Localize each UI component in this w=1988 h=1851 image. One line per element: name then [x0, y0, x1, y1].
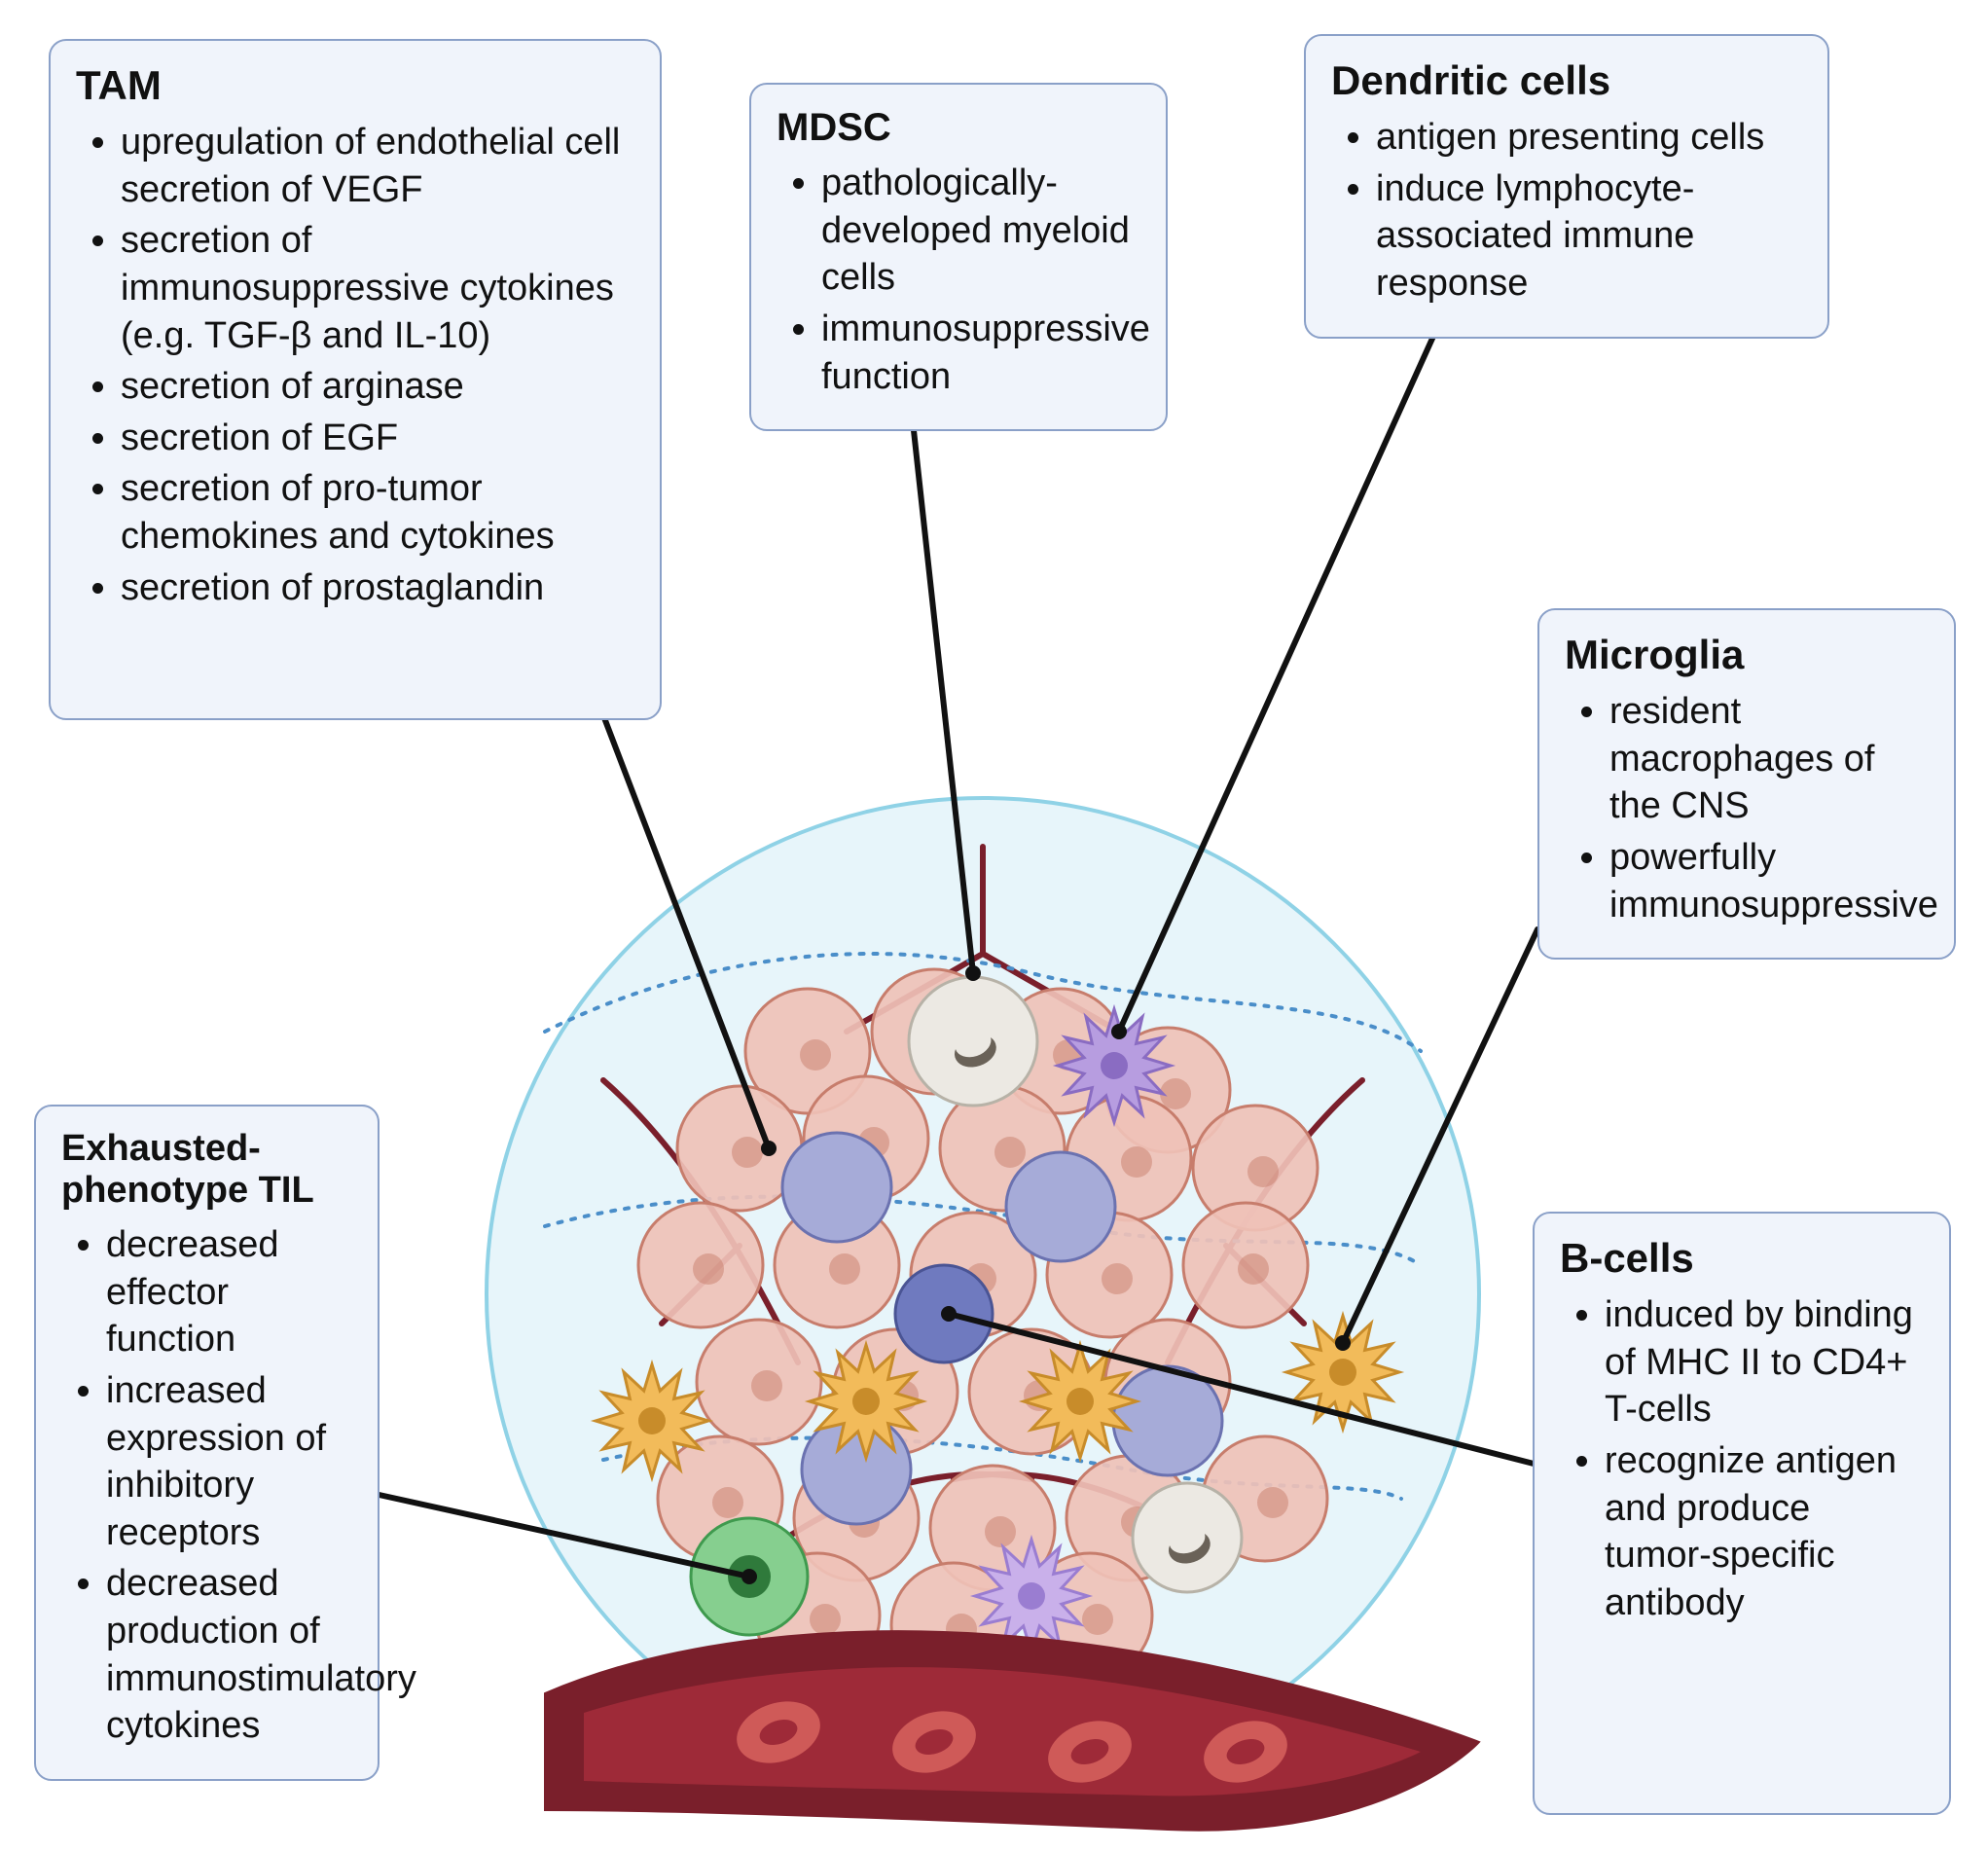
bullet-item: increased expression of inhibitory recep…: [106, 1367, 352, 1557]
bullet-item: recognize antigen and produce tumor-spec…: [1605, 1437, 1924, 1627]
card-dendritic: Dendritic cells antigen presenting cellsi…: [1304, 34, 1829, 339]
bullet-item: decreased effector function: [106, 1221, 352, 1363]
blood-vessel: [545, 1631, 1479, 1830]
bullet-item: secretion of EGF: [121, 415, 634, 462]
card-mdsc: MDSC pathologically-developed myeloid cel…: [749, 83, 1168, 431]
card-title: TAM: [76, 62, 634, 109]
mdsc-cell: [1133, 1483, 1242, 1592]
card-microglia: Microglia resident macrophages of the CN…: [1537, 608, 1956, 960]
card-bullets: resident macrophages of the CNSpowerfull…: [1565, 688, 1929, 928]
bullet-item: antigen presenting cells: [1376, 114, 1802, 162]
bullet-item: decreased production of immunostimulator…: [106, 1560, 352, 1750]
card-bullets: induced by binding of MHC II to CD4+ T-c…: [1560, 1291, 1924, 1626]
card-bullets: decreased effector functionincreased exp…: [61, 1221, 352, 1750]
mdsc-cell: [909, 977, 1037, 1106]
card-title: Microglia: [1565, 632, 1929, 678]
card-til: Exhausted-phenotype TIL decreased effecto…: [34, 1105, 380, 1781]
bullet-item: secretion of pro-tumor chemokines and cy…: [121, 465, 634, 560]
card-title: Dendritic cells: [1331, 57, 1802, 104]
bullet-item: immunosuppressive function: [821, 306, 1140, 400]
bullet-item: induce lymphocyte-associated immune resp…: [1376, 165, 1802, 308]
card-bullets: antigen presenting cellsinduce lymphocyt…: [1331, 114, 1802, 308]
bullet-item: secretion of immunosuppressive cytokines…: [121, 217, 634, 359]
card-title: MDSC: [777, 106, 1140, 150]
card-title: B-cells: [1560, 1235, 1924, 1282]
bullet-item: upregulation of endothelial cell secreti…: [121, 119, 634, 213]
bullet-item: secretion of arginase: [121, 363, 634, 411]
card-bullets: upregulation of endothelial cell secreti…: [76, 119, 634, 611]
bullet-item: induced by binding of MHC II to CD4+ T-c…: [1605, 1291, 1924, 1434]
bullet-item: resident macrophages of the CNS: [1609, 688, 1929, 830]
bullet-item: powerfully immunosuppressive: [1609, 834, 1929, 928]
card-title: Exhausted-phenotype TIL: [61, 1128, 352, 1212]
card-bullets: pathologically-developed myeloid cellsim…: [777, 160, 1140, 400]
bullet-item: secretion of prostaglandin: [121, 564, 634, 612]
card-tam: TAM upregulation of endothelial cell secr…: [49, 39, 662, 720]
bullet-item: pathologically-developed myeloid cells: [821, 160, 1140, 302]
card-bcells: B-cells induced by binding of MHC II to C…: [1533, 1212, 1951, 1815]
